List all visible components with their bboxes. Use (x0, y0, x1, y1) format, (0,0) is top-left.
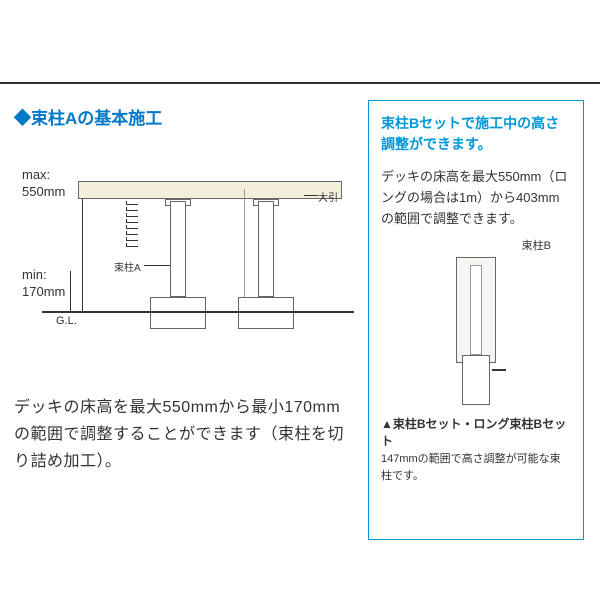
post-b-bolt (492, 369, 506, 371)
post-b-slot (470, 265, 482, 355)
min-label-1: min: (22, 267, 47, 282)
dim-min-line (70, 271, 71, 311)
section-a: ◆束柱Aの基本施工 max: 550mm min: 170mm 大引 束柱A (14, 104, 354, 383)
base-block-2 (238, 297, 294, 329)
post-1 (170, 201, 186, 297)
post-2 (258, 201, 274, 297)
ground-label: G.L. (56, 315, 77, 327)
post-a-leader (144, 265, 170, 266)
thread-line (244, 189, 246, 297)
min-label: min: 170mm (22, 267, 65, 301)
post-b-label: 束柱B (381, 237, 551, 253)
description-b: デッキの床高を最大550mm（ロングの場合は1m）から403mmの範囲で調整でき… (381, 167, 571, 229)
caption-b-text: 147mmの範囲で高さ調整が可能な束柱です。 (381, 451, 571, 484)
saw-teeth (126, 201, 140, 257)
description-a: デッキの床高を最大550mmから最小170mmの範囲で調整することができます（束… (14, 394, 354, 476)
base-block-1 (150, 297, 206, 329)
obiki-leader (304, 195, 318, 196)
max-label-2: 550mm (22, 184, 65, 199)
obiki-label: 大引 (318, 189, 338, 204)
top-rule (0, 82, 600, 84)
max-label-1: max: (22, 167, 50, 182)
section-a-title: ◆束柱Aの基本施工 (14, 104, 354, 129)
dim-max-line (82, 181, 83, 311)
post-a-label: 束柱A (114, 259, 141, 274)
post-b-diagram (448, 257, 504, 405)
ground-line (42, 311, 354, 313)
diagram-a: max: 550mm min: 170mm 大引 束柱A G.L. (14, 153, 354, 383)
post-b-inner (462, 355, 490, 405)
max-label: max: 550mm (22, 167, 65, 201)
section-b: 束柱Bセットで施工中の高さ調整ができます。 デッキの床高を最大550mm（ロング… (368, 100, 584, 540)
section-b-title: 束柱Bセットで施工中の高さ調整ができます。 (381, 113, 571, 155)
caption-b-title: ▲束柱Bセット・ロング束柱Bセット (381, 415, 571, 449)
deck-board (78, 181, 342, 199)
min-label-2: 170mm (22, 284, 65, 299)
